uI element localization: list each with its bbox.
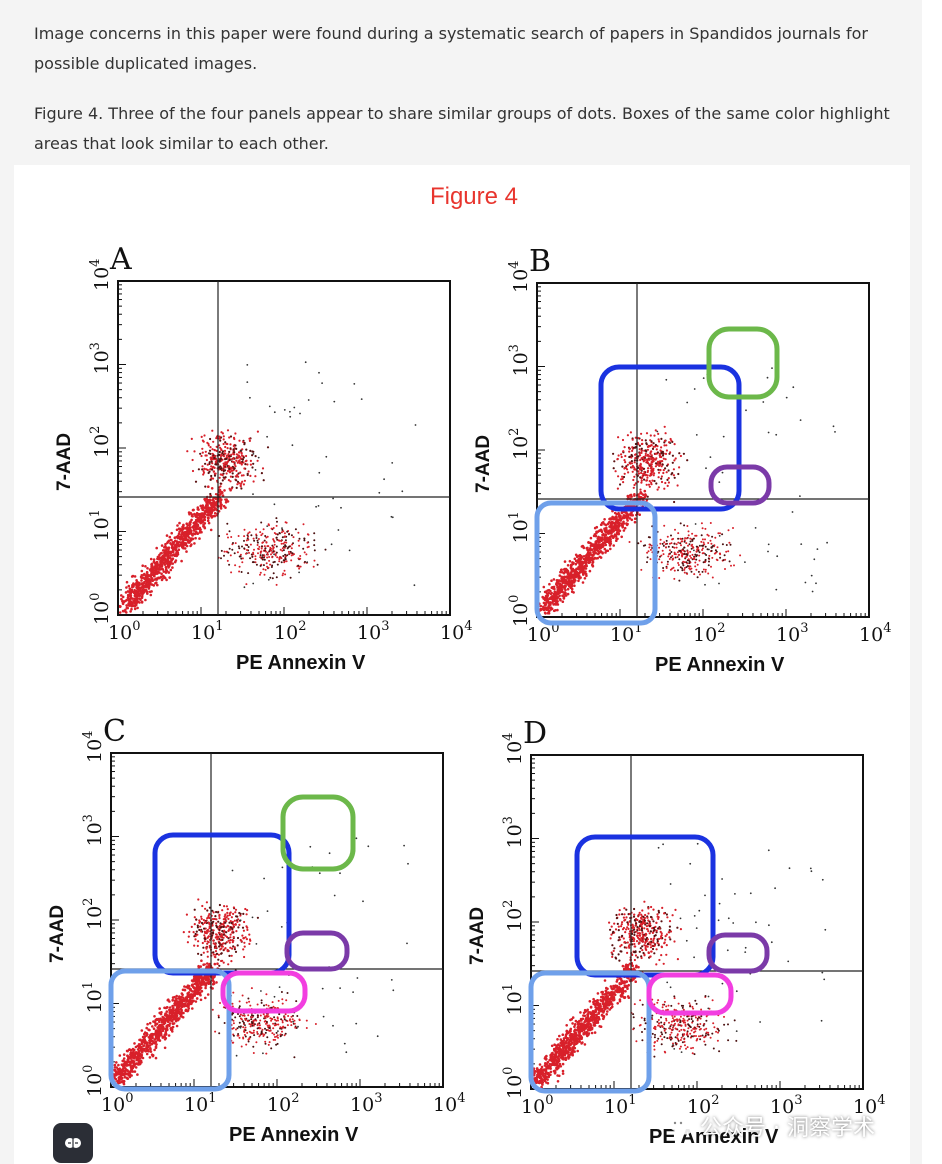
y-tick-label: 103 bbox=[81, 814, 106, 846]
x-tick-label: 103 bbox=[770, 1093, 802, 1118]
flow-cytometry-panels: A 100 101 102 103 104 100 101 102 103 104 PE Annexi… bbox=[47, 242, 891, 1148]
y-tick-label: 104 bbox=[507, 261, 532, 293]
panel-a: A 100 101 102 103 104 100 101 102 103 104 PE Annexi… bbox=[54, 242, 472, 674]
panel-letter: C bbox=[103, 714, 126, 749]
y-axis-label: 7-AAD bbox=[47, 905, 68, 963]
article-page: Image concerns in this paper were found … bbox=[0, 0, 922, 1164]
x-tick-label: 103 bbox=[776, 621, 808, 646]
x-tick-label: 104 bbox=[433, 1091, 465, 1116]
highlight-box-green bbox=[706, 326, 780, 400]
panel-c: C 100 101 102 103 104 100 101 102 103 104 PE Annexi… bbox=[47, 714, 465, 1146]
y-tick-label: 104 bbox=[501, 733, 526, 765]
panel-b: B 100 101 102 103 104 100 101 102 103 104 PE Annexi… bbox=[473, 244, 891, 676]
y-axis-label: 7-AAD bbox=[473, 435, 494, 493]
y-tick-label: 103 bbox=[501, 816, 526, 848]
x-tick-label: 103 bbox=[357, 619, 389, 644]
y-axis-label: 7-AAD bbox=[54, 433, 75, 491]
x-tick-label: 104 bbox=[853, 1093, 885, 1118]
y-tick-label: 103 bbox=[507, 344, 532, 376]
highlight-box-light-blue bbox=[108, 968, 232, 1092]
wechat-icon bbox=[669, 1116, 693, 1135]
y-tick-label: 100 bbox=[81, 1065, 106, 1097]
highlight-box-purple bbox=[706, 932, 770, 974]
figure-title: Figure 4 bbox=[429, 183, 519, 210]
x-tick-label: 102 bbox=[693, 621, 725, 646]
highlight-box-purple bbox=[708, 464, 772, 506]
x-tick-label: 100 bbox=[521, 1093, 553, 1118]
y-tick-label: 100 bbox=[501, 1067, 526, 1099]
x-tick-label: 101 bbox=[191, 619, 223, 644]
y-tick-label: 104 bbox=[81, 731, 106, 763]
brain-icon bbox=[65, 1138, 81, 1148]
y-axis-label: 7-AAD bbox=[467, 907, 488, 965]
x-tick-label: 100 bbox=[108, 619, 140, 644]
y-tick-label: 100 bbox=[507, 595, 532, 627]
x-axis-label: PE Annexin V bbox=[655, 654, 785, 676]
x-tick-label: 102 bbox=[274, 619, 306, 644]
y-tick-label: 100 bbox=[88, 593, 113, 625]
figure-caption: Figure 4. Three of the four panels appea… bbox=[34, 104, 890, 153]
x-tick-label: 103 bbox=[350, 1091, 382, 1116]
highlight-box-purple bbox=[284, 930, 350, 972]
x-tick-label: 100 bbox=[101, 1091, 133, 1116]
watermark: 公众号 · 洞察学术 bbox=[668, 1111, 875, 1141]
intro-paragraph: Image concerns in this paper were found … bbox=[34, 24, 868, 73]
highlight-box-magenta bbox=[646, 972, 734, 1016]
x-axis-label: PE Annexin V bbox=[236, 652, 366, 674]
y-tick-label: 101 bbox=[81, 981, 106, 1013]
x-tick-label: 104 bbox=[859, 621, 891, 646]
panel-letter: B bbox=[529, 244, 551, 279]
highlight-box-light-blue bbox=[534, 500, 658, 626]
y-tick-label: 103 bbox=[88, 342, 113, 374]
x-tick-label: 102 bbox=[687, 1093, 719, 1118]
y-tick-label: 102 bbox=[88, 426, 113, 458]
highlight-box-magenta bbox=[220, 970, 308, 1014]
x-tick-label: 101 bbox=[184, 1091, 216, 1116]
panel-letter: D bbox=[523, 716, 547, 751]
watermark-text: 公众号 · 洞察学术 bbox=[700, 1116, 875, 1141]
y-tick-label: 102 bbox=[81, 898, 106, 930]
figure-image: Figure 4 A 100 101 102 103 104 100 101 102 103 104… bbox=[14, 165, 910, 1164]
highlight-box-green bbox=[280, 794, 356, 872]
x-tick-label: 101 bbox=[604, 1093, 636, 1118]
y-tick-label: 101 bbox=[501, 983, 526, 1015]
highlight-box-light-blue bbox=[528, 970, 652, 1094]
y-tick-label: 101 bbox=[507, 511, 532, 543]
x-tick-label: 101 bbox=[610, 621, 642, 646]
y-tick-label: 104 bbox=[88, 259, 113, 291]
x-tick-label: 100 bbox=[527, 621, 559, 646]
y-tick-label: 101 bbox=[88, 509, 113, 541]
x-tick-label: 104 bbox=[440, 619, 472, 644]
assistant-button[interactable] bbox=[53, 1123, 93, 1163]
highlight-box-blue bbox=[598, 364, 742, 512]
y-tick-label: 102 bbox=[501, 900, 526, 932]
y-tick-label: 102 bbox=[507, 428, 532, 460]
x-tick-label: 102 bbox=[267, 1091, 299, 1116]
x-axis-label: PE Annexin V bbox=[229, 1124, 359, 1146]
right-rail bbox=[922, 0, 942, 1164]
panel-letter: A bbox=[109, 242, 132, 277]
